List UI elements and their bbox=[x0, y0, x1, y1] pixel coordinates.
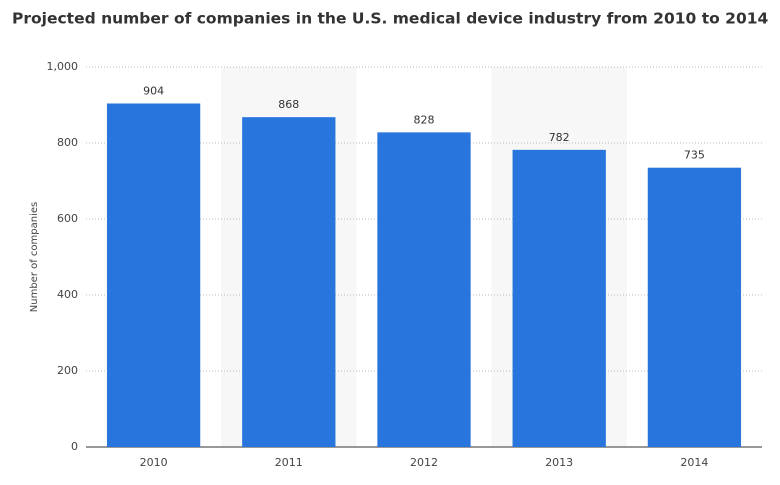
x-tick-label: 2012 bbox=[410, 456, 438, 469]
value-label: 868 bbox=[278, 98, 299, 111]
bar bbox=[512, 149, 606, 447]
x-tick-label: 2011 bbox=[275, 456, 303, 469]
bar bbox=[377, 132, 471, 448]
bar bbox=[242, 117, 336, 447]
x-tick-label: 2010 bbox=[140, 456, 168, 469]
bar bbox=[647, 167, 742, 447]
value-label: 782 bbox=[549, 131, 570, 144]
x-tick-label: 2013 bbox=[545, 456, 573, 469]
y-tick-label: 200 bbox=[57, 364, 78, 377]
y-tick-label: 600 bbox=[57, 212, 78, 225]
value-label: 735 bbox=[684, 149, 705, 162]
y-tick-label: 800 bbox=[57, 136, 78, 149]
value-label: 828 bbox=[414, 113, 435, 126]
x-tick-label: 2014 bbox=[680, 456, 708, 469]
chart-title: Projected number of companies in the U.S… bbox=[12, 10, 769, 28]
y-tick-label: 400 bbox=[57, 288, 78, 301]
value-label: 904 bbox=[143, 84, 164, 97]
bar bbox=[106, 103, 201, 447]
y-tick-label: 0 bbox=[71, 440, 78, 453]
y-tick-label: 1,000 bbox=[47, 60, 79, 73]
y-axis-label: Number of companies bbox=[29, 202, 40, 312]
